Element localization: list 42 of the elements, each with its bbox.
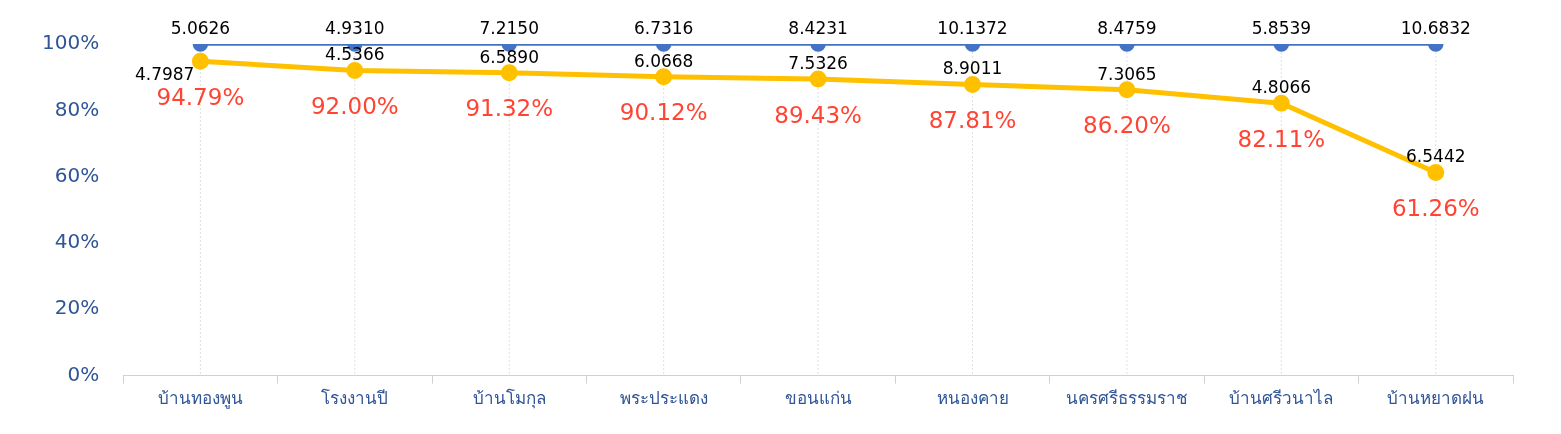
y-tick-label: 20% — [54, 295, 100, 320]
x-tick-label: หนองคาย — [936, 388, 1009, 409]
data-label: 61.26% — [1391, 194, 1480, 221]
annotation: 6.5442 — [1406, 146, 1466, 167]
x-tick-label: บ้านหยาดฝน — [1387, 388, 1485, 409]
annotation: 6.0668 — [633, 50, 694, 71]
x-tick-label: พระประแดง — [619, 388, 708, 409]
y-tick-label: 80% — [54, 96, 100, 121]
x-tick-label: บ้านทองพูน — [157, 388, 243, 410]
y-tick-label: 60% — [54, 162, 100, 187]
annotation: 4.8066 — [1251, 77, 1312, 98]
annotation: 8.9011 — [942, 58, 1003, 79]
y-tick-label: 0% — [67, 361, 100, 386]
annotation: 7.5326 — [788, 52, 848, 73]
annotation: 10.1372 — [937, 17, 1008, 38]
x-tick-label: นครศรีธรรมราช — [1065, 388, 1188, 409]
data-label: 90.12% — [619, 99, 708, 126]
annotation: 4.9310 — [325, 17, 385, 38]
y-tick-label: 100% — [41, 30, 100, 55]
x-tick-label: บ้านศรีวนาไล — [1229, 388, 1334, 409]
data-label: 89.43% — [774, 101, 862, 128]
annotation: 5.0626 — [170, 17, 231, 38]
data-label: 94.79% — [156, 83, 245, 110]
annotation: 8.4231 — [788, 17, 848, 38]
annotation: 4.7987 — [134, 64, 195, 85]
data-label: 82.11% — [1237, 125, 1326, 152]
data-label: 87.81% — [928, 106, 1017, 133]
x-tick-label: โรงงานปี — [321, 388, 389, 409]
annotation: 7.2150 — [479, 17, 539, 38]
y-tick-label: 40% — [54, 229, 100, 254]
annotation: 5.8539 — [1251, 17, 1312, 38]
x-tick-label: ขอนแก่น — [784, 388, 852, 409]
annotation: 7.3065 — [1097, 63, 1157, 84]
annotation: 10.6832 — [1400, 17, 1471, 38]
annotation: 6.5890 — [479, 46, 539, 67]
annotation: 4.5366 — [325, 44, 385, 65]
annotation: 6.7316 — [633, 17, 694, 38]
x-tick-label: บ้านโมกุล — [472, 388, 546, 410]
data-label: 92.00% — [310, 93, 399, 119]
data-label: 91.32% — [465, 95, 554, 122]
data-label: 86.20% — [1083, 112, 1171, 139]
annotation: 8.4759 — [1097, 17, 1157, 38]
